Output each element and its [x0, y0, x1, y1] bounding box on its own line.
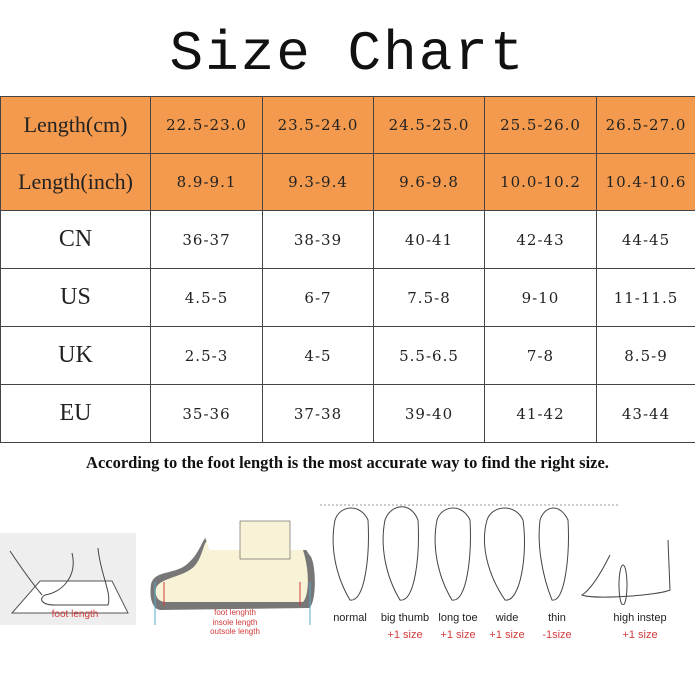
- measuring-foot-illustration: [0, 533, 136, 625]
- foot-type-name: normal: [333, 612, 367, 624]
- size-cell: 9.6-9.8: [373, 153, 485, 211]
- size-cell: 6-7: [262, 268, 374, 327]
- size-cell: 7-8: [484, 326, 597, 385]
- table-row: UK 2.5-3 4-5 5.5-6.5 7-8 8.5-9: [0, 326, 695, 385]
- size-cell: 40-41: [373, 210, 485, 269]
- foot-type-name: thin: [548, 612, 566, 624]
- size-cell: 4-5: [262, 326, 374, 385]
- size-cell: 43-44: [596, 384, 695, 443]
- row-label: EU: [0, 384, 151, 443]
- size-cell: 8.9-9.1: [150, 153, 263, 211]
- size-cell: 4.5-5: [150, 268, 263, 327]
- row-label: CN: [0, 210, 151, 269]
- size-adjustment: +1 size: [440, 629, 476, 641]
- foot-types-illustration: [320, 504, 671, 605]
- size-cell: 39-40: [373, 384, 485, 443]
- row-label: UK: [0, 326, 151, 385]
- insole-length-label: insole length: [212, 618, 258, 627]
- size-cell: 9.3-9.4: [262, 153, 374, 211]
- size-cell: 10.0-10.2: [484, 153, 597, 211]
- size-cell: 44-45: [596, 210, 695, 269]
- size-cell: 41-42: [484, 384, 597, 443]
- size-cell: 10.4-10.6: [596, 153, 695, 211]
- foot-type-name: wide: [495, 612, 519, 624]
- foot-length-caption: foot length: [51, 609, 99, 620]
- size-cell: 42-43: [484, 210, 597, 269]
- table-row: CN 36-37 38-39 40-41 42-43 44-45: [0, 210, 695, 269]
- size-cell: 7.5-8: [373, 268, 485, 327]
- foot-type-name: high instep: [613, 612, 667, 624]
- table-row: Length(inch) 8.9-9.1 9.3-9.4 9.6-9.8 10.0-10…: [0, 153, 695, 211]
- size-adjustment: -1size: [542, 629, 572, 641]
- shoe-cross-section-illustration: [150, 520, 315, 625]
- table-row: US 4.5-5 6-7 7.5-8 9-10 11-11.5: [0, 268, 695, 327]
- row-label: Length(cm): [0, 96, 151, 154]
- size-cell: 5.5-6.5: [373, 326, 485, 385]
- table-row: EU 35-36 37-38 39-40 41-42 43-44: [0, 384, 695, 443]
- table-row: Length(cm) 22.5-23.0 23.5-24.0 24.5-25.0 25.…: [0, 96, 695, 154]
- size-cell: 24.5-25.0: [373, 96, 485, 154]
- size-cell: 26.5-27.0: [596, 96, 695, 154]
- size-table: Length(cm) 22.5-23.0 23.5-24.0 24.5-25.0 25.…: [0, 96, 695, 443]
- row-label: Length(inch): [0, 153, 151, 211]
- size-cell: 8.5-9: [596, 326, 695, 385]
- foot-type-name: long toe: [438, 612, 478, 624]
- foot-length-label: foot lenghth: [214, 608, 256, 617]
- size-cell: 25.5-26.0: [484, 96, 597, 154]
- size-adjustment: +1 size: [387, 629, 423, 641]
- size-adjustment: +1 size: [489, 629, 525, 641]
- measurement-note: According to the foot length is the most…: [86, 453, 609, 472]
- outsole-length-label: outsole length: [210, 627, 260, 636]
- page-title: Size Chart: [169, 22, 526, 86]
- size-cell: 35-36: [150, 384, 263, 443]
- foot-type-name: big thumb: [380, 612, 430, 624]
- row-label: US: [0, 268, 151, 327]
- size-cell: 37-38: [262, 384, 374, 443]
- size-cell: 38-39: [262, 210, 374, 269]
- size-cell: 9-10: [484, 268, 597, 327]
- size-cell: 36-37: [150, 210, 263, 269]
- size-adjustment: +1 size: [622, 629, 658, 641]
- size-cell: 22.5-23.0: [150, 96, 263, 154]
- size-cell: 2.5-3: [150, 326, 263, 385]
- size-cell: 11-11.5: [596, 268, 695, 327]
- size-cell: 23.5-24.0: [262, 96, 374, 154]
